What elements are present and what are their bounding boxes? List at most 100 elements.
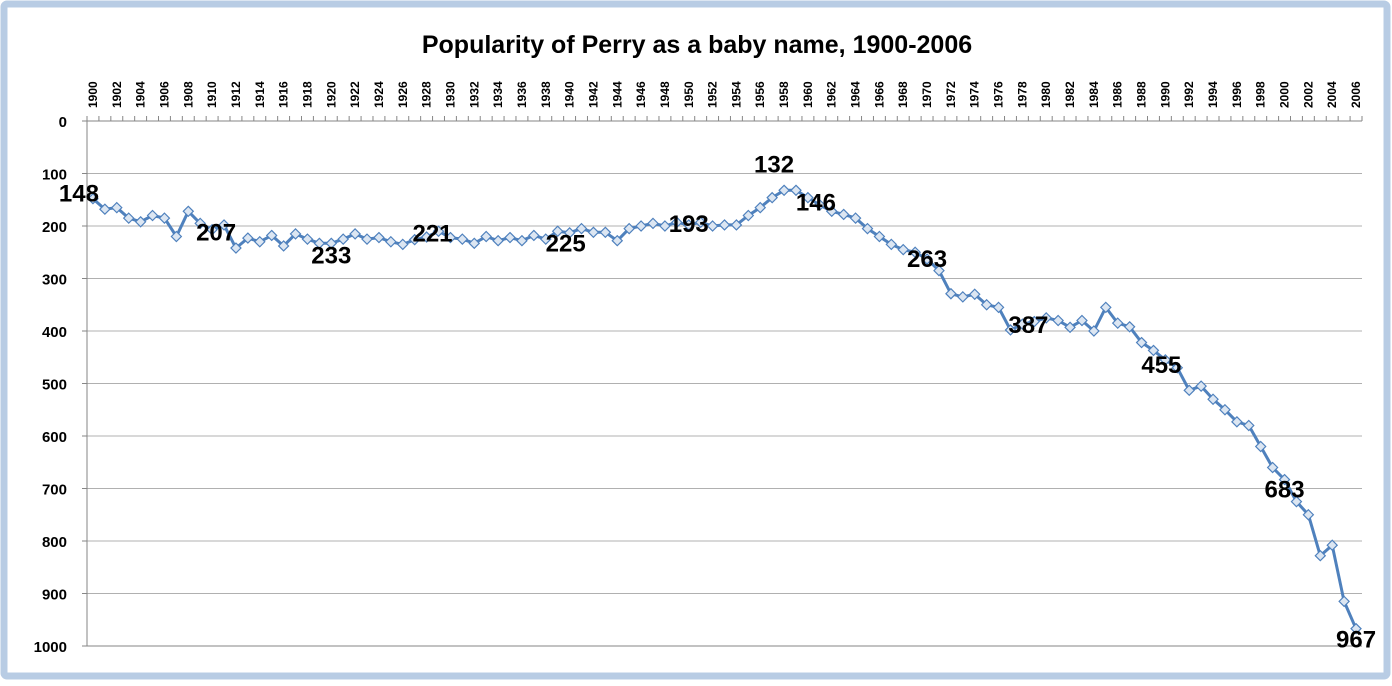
data-point-marker: [146, 209, 159, 222]
data-label: 207: [196, 220, 236, 247]
x-tick-label: 1962: [825, 81, 839, 108]
data-point-marker: [885, 238, 898, 251]
data-point-marker: [1242, 419, 1255, 432]
data-point-marker: [1052, 314, 1064, 327]
data-point-marker: [551, 225, 564, 238]
x-tick-label: 1974: [968, 81, 982, 108]
data-point-marker: [289, 228, 302, 240]
y-tick-label: 300: [42, 272, 67, 289]
y-tick-label: 400: [42, 324, 67, 341]
data-point-marker: [945, 287, 957, 300]
x-tick-label: 1984: [1087, 81, 1101, 108]
x-tick-label: 1904: [134, 81, 148, 108]
data-point-marker: [599, 226, 612, 239]
data-point-marker: [933, 264, 945, 277]
data-point-marker: [849, 212, 862, 224]
data-point-marker: [754, 201, 767, 214]
x-tick-label: 1930: [443, 81, 457, 108]
data-point-marker: [373, 231, 385, 244]
data-point-marker: [611, 234, 624, 247]
data-point-marker: [1040, 312, 1053, 324]
x-tick-label: 1964: [849, 81, 863, 108]
data-point-marker: [432, 225, 445, 238]
data-point-marker: [802, 191, 814, 204]
data-point-marker: [1338, 595, 1350, 608]
y-tick-label: 100: [42, 167, 67, 184]
data-point-marker: [1219, 403, 1231, 416]
data-label: 455: [1141, 352, 1181, 379]
x-tick-label: 2004: [1325, 81, 1339, 108]
data-point-marker: [218, 219, 230, 231]
data-point-marker: [468, 237, 481, 250]
data-point-marker: [361, 233, 373, 245]
data-point-marker: [337, 233, 350, 245]
data-point-marker: [1266, 461, 1279, 474]
x-tick-label: 1986: [1111, 81, 1125, 108]
data-point-marker: [385, 235, 397, 248]
data-point-marker: [956, 291, 969, 303]
data-point-marker: [504, 231, 516, 244]
data-point-marker: [396, 238, 409, 251]
y-tick-label: 800: [42, 534, 67, 551]
x-tick-label: 1980: [1039, 81, 1053, 108]
data-point-marker: [992, 301, 1005, 314]
data-point-marker: [420, 231, 433, 243]
x-tick-label: 1916: [277, 81, 291, 108]
data-point-marker: [158, 212, 171, 224]
x-tick-label: 1954: [729, 81, 743, 108]
data-point-marker: [730, 219, 743, 231]
data-point-marker: [1147, 344, 1160, 357]
data-point-marker: [1123, 320, 1136, 333]
series-perry: [87, 184, 1362, 635]
x-tick-label: 1926: [396, 81, 410, 108]
data-point-marker: [837, 208, 850, 221]
data-point-marker: [1195, 380, 1207, 392]
x-tick-label: 1946: [634, 81, 648, 108]
data-point-marker: [1076, 314, 1088, 327]
data-point-marker: [492, 234, 504, 247]
y-tick-label: 1000: [34, 639, 67, 656]
x-tick-label: 1910: [205, 81, 219, 108]
x-tick-label: 1950: [682, 81, 696, 108]
data-point-marker: [230, 242, 242, 254]
data-point-marker: [134, 215, 147, 228]
x-tick-label: 1932: [467, 81, 481, 108]
data-point-marker: [1099, 301, 1112, 314]
data-label: 225: [546, 230, 586, 257]
x-tick-label: 1918: [300, 81, 314, 108]
data-point-marker: [575, 222, 588, 235]
data-point-marker: [1290, 495, 1303, 508]
data-point-marker: [194, 217, 207, 230]
x-tick-label: 1934: [491, 81, 505, 108]
data-label: 221: [412, 220, 452, 247]
y-tick-label: 700: [42, 482, 67, 499]
data-point-marker: [325, 237, 338, 250]
data-point-marker: [1326, 539, 1339, 552]
data-point-marker: [742, 209, 755, 222]
y-tick-label: 600: [42, 429, 67, 446]
data-point-marker: [897, 243, 910, 256]
data-point-marker: [1028, 315, 1041, 328]
data-point-marker: [1016, 318, 1029, 331]
data-point-marker: [1064, 321, 1076, 334]
data-point-marker: [1231, 415, 1243, 428]
data-point-marker: [968, 288, 981, 301]
data-point-marker: [456, 233, 469, 245]
data-label: 193: [669, 211, 709, 238]
data-point-marker: [825, 205, 838, 218]
data-point-marker: [122, 212, 135, 224]
x-tick-label: 1912: [229, 81, 243, 108]
x-tick-label: 1988: [1135, 81, 1149, 108]
y-tick-label: 0: [59, 114, 67, 131]
data-point-marker: [1314, 549, 1327, 562]
data-point-marker: [623, 222, 636, 235]
data-point-marker: [313, 237, 326, 250]
data-point-marker: [635, 220, 647, 232]
data-point-marker: [813, 199, 826, 211]
data-point-marker: [87, 192, 99, 205]
data-point-marker: [301, 233, 314, 245]
data-label: 132: [754, 151, 794, 178]
data-point-marker: [1207, 393, 1219, 406]
data-point-marker: [170, 230, 183, 243]
data-point-marker: [182, 205, 195, 218]
